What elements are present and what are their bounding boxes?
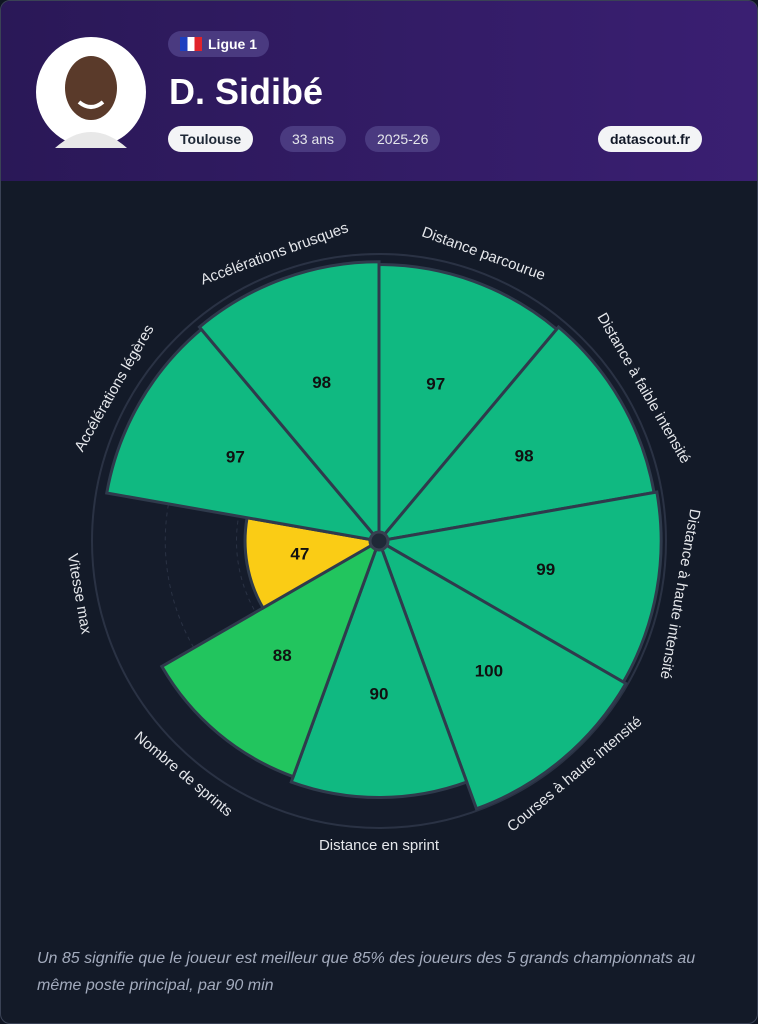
slice bbox=[376, 537, 628, 811]
season: 2025-26 bbox=[365, 126, 441, 152]
slice bbox=[159, 537, 382, 779]
club: Toulouse bbox=[168, 126, 254, 152]
slice bbox=[375, 324, 656, 544]
player-name: D. Sidibé bbox=[169, 71, 324, 112]
value-label: 88 bbox=[273, 646, 292, 665]
value-label: 97 bbox=[226, 448, 245, 467]
category-label: Distance en sprint bbox=[319, 837, 440, 854]
avatar bbox=[36, 37, 146, 148]
source: datascout.fr bbox=[598, 126, 703, 152]
center bbox=[368, 530, 390, 552]
category-label: Vitesse max bbox=[64, 552, 95, 636]
value-label: 47 bbox=[290, 544, 309, 563]
value-label: 100 bbox=[475, 661, 503, 680]
slice bbox=[105, 327, 383, 544]
slice bbox=[243, 516, 384, 611]
age: 33 ans bbox=[280, 126, 347, 152]
value-label: 98 bbox=[312, 373, 331, 392]
header: Ligue 1 D. Sidibé Toulouse 33 ans 2025-2… bbox=[1, 1, 757, 181]
slice bbox=[289, 536, 469, 799]
value-label: 98 bbox=[515, 447, 534, 466]
footnote: Un 85 signifie que le joueur est meilleu… bbox=[37, 950, 696, 994]
value-label: 99 bbox=[536, 560, 555, 579]
slice bbox=[197, 260, 381, 546]
league-badge: Ligue 1 bbox=[168, 31, 270, 57]
value-label: 97 bbox=[426, 375, 445, 394]
league: Ligue 1 bbox=[208, 36, 258, 52]
slice bbox=[374, 490, 663, 685]
slice bbox=[377, 263, 559, 546]
value-label: 90 bbox=[370, 684, 389, 703]
